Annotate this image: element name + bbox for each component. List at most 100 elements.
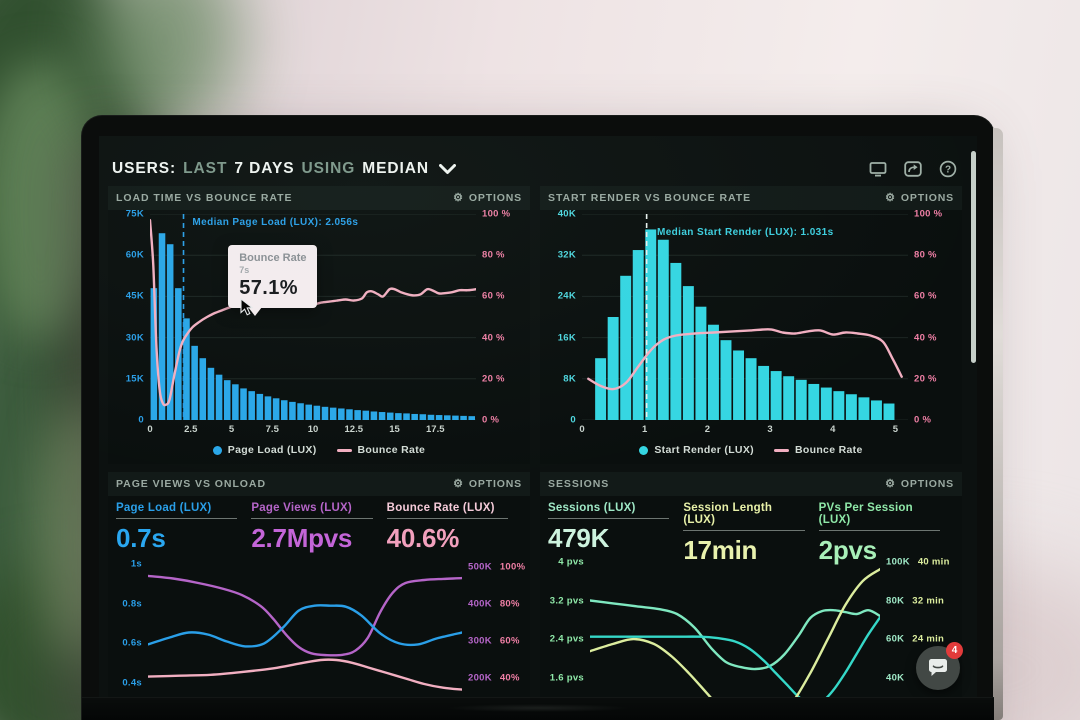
header-icons: ? [868,159,958,179]
panel-title: LOAD TIME VS BOUNCE RATE [116,192,293,204]
axis-tick: 20 % [482,373,505,385]
start-render-chart[interactable]: Median Start Render (LUX): 1.031s [582,214,908,420]
histogram-bar [354,410,361,420]
axis-tick: 20 % [914,373,937,385]
options-button[interactable]: ⚙ OPTIONS [885,478,954,490]
panel-title: PAGE VIEWS VS ONLOAD [116,478,266,490]
axis-tick: 3.2 pvs [549,595,584,607]
axis-tick: 15K [125,373,144,385]
y-axis-right: 100 % 80 % 60 % 40 % 20 % 0 % [476,209,524,426]
options-button[interactable]: ⚙ OPTIONS [885,192,954,204]
header-segment: USERS: [112,160,177,177]
options-button[interactable]: ⚙ OPTIONS [453,478,522,490]
axis-tick: 32K [557,249,576,261]
metric-value: 2pvs [818,535,877,565]
metric-page-load: Page Load (LUX) 0.7s [116,502,251,560]
x-axis-tick: 1 [642,424,648,435]
chat-button[interactable]: 4 [916,642,963,690]
histogram-bar [427,414,435,420]
help-icon[interactable]: ? [938,159,958,179]
metric-session-length: Session Length (LUX) 17min [683,502,818,565]
panel-load-time: LOAD TIME VS BOUNCE RATE ⚙ OPTIONS 75K 60… [108,186,530,464]
dashboard-panels: LOAD TIME VS BOUNCE RATE ⚙ OPTIONS 75K 60… [108,186,962,697]
axis-tick: 80 % [482,249,505,261]
axis-tick: 2.4 pvs [549,633,584,645]
histogram-bar [745,358,757,420]
histogram-bar [682,286,694,420]
axis-tick: 40K [557,208,576,220]
x-axis-tick: 5 [892,424,899,435]
axis-tick: 60K [125,249,144,261]
histogram-bar [758,365,770,420]
histogram-bar [215,374,223,420]
metric-value: 479K [548,523,610,553]
x-axis-tick: 10 [307,424,319,435]
metric-value: 0.7s [116,523,166,553]
histogram-bar [620,275,632,420]
panel-header: PAGE VIEWS VS ONLOAD ⚙ OPTIONS [108,472,530,496]
axis-tick: 500K 100% [468,561,526,573]
histogram-bar [883,403,895,420]
x-axis-tick: 0 [147,424,153,435]
options-label: OPTIONS [468,192,522,204]
axis-tick: 1.6 pvs [549,672,584,684]
histogram-bar [346,409,353,420]
histogram-bar [870,400,882,420]
series-line [148,574,462,657]
x-axis-tick: 2.5 [184,424,198,435]
histogram-bar [733,350,744,420]
laptop: USERS: LAST 7 DAYS USING MEDIAN ? [82,116,1003,720]
metric-label: Page Load (LUX) [116,502,212,514]
axis-tick: 100 % [482,208,511,220]
histogram-bar [223,380,231,420]
options-button[interactable]: ⚙ OPTIONS [453,192,522,204]
metric-underline [251,518,373,519]
axis-tick: 0.6s [122,637,142,649]
y-axis-right: 100K 40 min 80K 32 min 60K 24 min 40K [880,556,956,697]
load-time-chart[interactable]: Median Page Load (LUX): 2.056s Bounce Ra… [150,214,476,420]
histogram-bar [411,413,418,420]
page-views-chart[interactable] [148,560,462,697]
y-axis-left: 4 pvs 3.2 pvs 2.4 pvs 1.6 pvs [546,556,590,697]
axis-tick: 200K 40% [468,672,520,684]
histogram-bar [207,367,215,420]
metric-value: 40.6% [386,523,460,553]
header-segment: 7 DAYS [234,160,295,177]
mouse-cursor [240,298,253,316]
scrollbar[interactable] [971,151,976,363]
users-filter-dropdown[interactable]: USERS: LAST 7 DAYS USING MEDIAN [112,160,456,178]
header-segment: MEDIAN [362,160,429,177]
metric-label: Sessions (LUX) [548,502,636,514]
histogram-bar [232,384,239,420]
legend-item: Bounce Rate [336,444,426,456]
axis-tick: 80 % [914,249,937,261]
histogram-bar [240,388,247,420]
axis-tick: 60 % [482,290,505,302]
display-icon[interactable] [868,159,888,179]
histogram-bar [395,413,402,420]
histogram-bar [695,306,707,420]
gear-icon: ⚙ [453,191,464,204]
histogram-bar [297,403,304,420]
series-line [590,568,880,697]
laptop-base [82,697,994,720]
x-axis-tick: 2 [704,424,711,435]
axis-tick: 45K [125,290,144,302]
histogram-bar [858,397,870,420]
histogram-bar [833,391,845,420]
histogram-bar [256,393,264,420]
sessions-chart[interactable] [590,560,880,697]
axis-tick: 1s [130,558,142,570]
histogram-bar [468,416,475,420]
median-line-label: Median Page Load (LUX): 2.056s [192,217,359,228]
histogram-bar [783,376,795,420]
histogram-bar [770,371,782,420]
histogram-bar [707,324,719,420]
histogram-bar [289,401,296,420]
options-label: OPTIONS [468,478,522,490]
histogram-bar [607,317,619,420]
chart-legend: Start Render (LUX) Bounce Rate [540,437,962,463]
panel-page-views: PAGE VIEWS VS ONLOAD ⚙ OPTIONS Page Load… [108,472,530,697]
histogram-bar [150,288,158,420]
share-icon[interactable] [903,159,923,179]
